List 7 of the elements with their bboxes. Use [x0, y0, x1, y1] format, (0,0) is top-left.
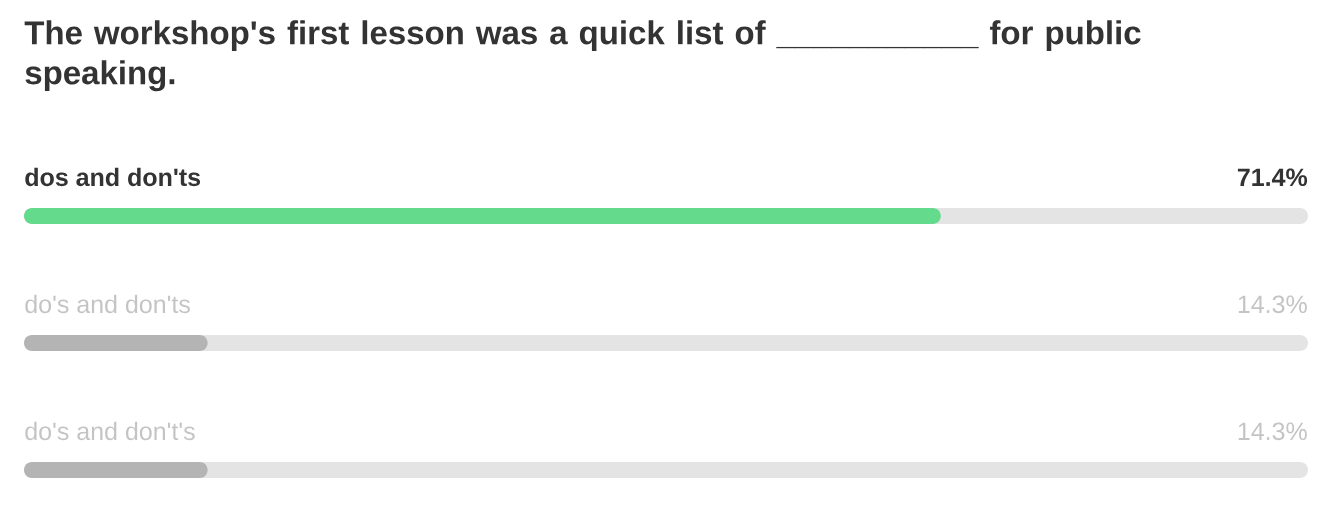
- y-tick-label: do's and don'ts: [25, 294, 190, 314]
- data-label: 14.3%: [1238, 295, 1307, 314]
- chart-title: The workshop's first lesson was a quick list of ___________ for public speaking.: [24, 20, 1141, 92]
- y-tick-label: dos and don'ts: [25, 167, 201, 187]
- y-tick-label: do's and don't's: [25, 421, 195, 441]
- data-label: 14.3%: [1238, 422, 1307, 441]
- data-label: 71.4%: [1237, 168, 1308, 187]
